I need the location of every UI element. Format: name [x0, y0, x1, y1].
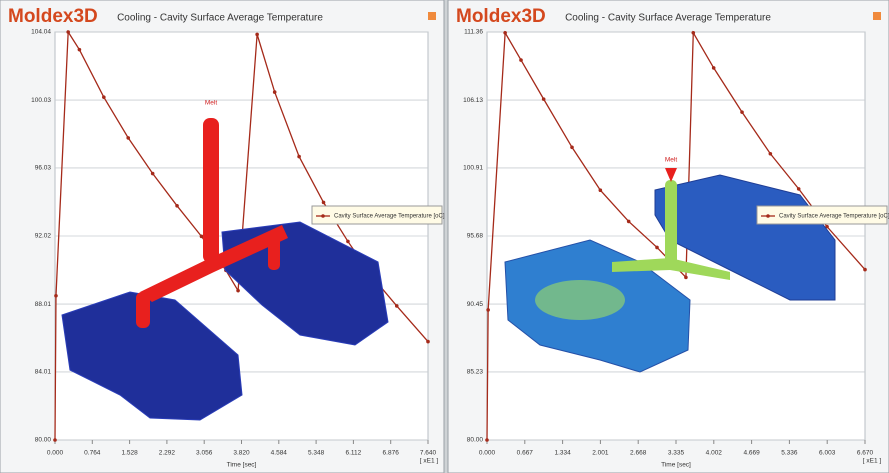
x-tick-label: 3.056 [196, 450, 213, 457]
data-point [322, 201, 326, 205]
x-tick-label: 6.670 [857, 450, 874, 457]
x-tick-label: 5.336 [781, 450, 798, 457]
data-point [54, 294, 58, 298]
sprue [203, 118, 219, 263]
legend-marker [766, 214, 770, 218]
y-tick-label: 84.01 [35, 369, 52, 376]
data-point [769, 152, 773, 156]
data-point [126, 136, 130, 140]
annotation: Melt [665, 157, 677, 164]
sprue [665, 180, 677, 265]
data-point [503, 31, 507, 35]
x-tick-label: 1.528 [121, 450, 138, 457]
y-tick-label: 111.36 [464, 29, 483, 36]
chart-title: Cooling - Cavity Surface Average Tempera… [565, 13, 771, 24]
y-tick-label: 92.02 [35, 233, 52, 240]
data-point [66, 30, 70, 34]
y-tick-label: 96.03 [35, 165, 52, 172]
data-point [273, 90, 277, 94]
data-point [691, 31, 695, 35]
data-point [599, 188, 603, 192]
x-axis-label: Time [sec] [227, 462, 257, 469]
x-tick-label: 3.335 [668, 450, 685, 457]
x-tick-label: 0.000 [479, 450, 496, 457]
x-tick-label: 5.348 [308, 450, 325, 457]
y-tick-label: 90.45 [467, 301, 484, 308]
close-button[interactable] [873, 12, 881, 20]
runner [136, 292, 150, 328]
data-point [655, 246, 659, 250]
data-point [740, 110, 744, 114]
x-tick-label: 7.640 [420, 450, 437, 457]
y-tick-label: 80.00 [35, 437, 52, 444]
x-tick-label: 4.002 [706, 450, 723, 457]
x-tick-label: 0.000 [47, 450, 64, 457]
legend-marker [321, 214, 325, 218]
x-tick-label: 6.112 [346, 450, 362, 457]
data-point [200, 235, 204, 239]
legend-label: Cavity Surface Average Temperature [oC] [779, 214, 889, 220]
x-axis-label: Time [sec] [661, 462, 691, 469]
data-point [175, 204, 179, 208]
data-point [151, 172, 155, 176]
data-point [797, 187, 801, 191]
x-tick-label: 3.820 [233, 450, 250, 457]
x-tick-label: 2.668 [630, 450, 647, 457]
data-point [53, 438, 57, 442]
y-tick-label: 104.04 [31, 29, 51, 36]
data-point [236, 289, 240, 293]
x-tick-label: 2.292 [159, 450, 176, 457]
data-point [395, 304, 399, 308]
data-point [102, 95, 106, 99]
data-point [570, 145, 574, 149]
data-point [542, 97, 546, 101]
data-point [426, 340, 430, 344]
page: Moldex3D Cooling - Cavity Surface Average… [0, 0, 889, 473]
x-tick-label: 6.003 [819, 450, 836, 457]
data-point [519, 58, 523, 62]
y-tick-label: 95.68 [467, 233, 484, 240]
screenshot: Moldex3D Cooling - Cavity Surface Average… [0, 0, 889, 473]
close-button[interactable] [428, 12, 436, 20]
data-point [297, 155, 301, 159]
data-point [627, 220, 631, 224]
annotation: Melt [205, 100, 217, 107]
data-point [486, 308, 490, 312]
y-tick-label: 106.13 [463, 97, 483, 104]
runner [268, 230, 280, 270]
y-tick-label: 85.23 [467, 369, 484, 376]
y-tick-label: 100.91 [463, 165, 483, 172]
data-point [684, 276, 688, 280]
data-point [863, 268, 867, 272]
logo: Moldex3D [8, 6, 98, 27]
x-tick-label: 2.001 [592, 450, 609, 457]
y-tick-label: 100.03 [31, 97, 51, 104]
x-tick-label: 0.667 [517, 450, 534, 457]
data-point [485, 438, 489, 442]
part-hot [535, 280, 625, 320]
y-tick-label: 80.00 [467, 437, 484, 444]
x-tick-label: 4.584 [271, 450, 288, 457]
x-tick-label: 0.764 [84, 450, 101, 457]
data-point [78, 48, 82, 52]
legend-label: Cavity Surface Average Temperature [oC] [334, 214, 445, 220]
data-point [712, 66, 716, 70]
x-axis-unit: [ xE1 ] [863, 458, 882, 465]
x-tick-label: 1.334 [554, 450, 571, 457]
x-tick-label: 4.669 [743, 450, 760, 457]
data-point [255, 33, 259, 37]
y-tick-label: 88.01 [35, 301, 52, 308]
logo: Moldex3D [456, 6, 546, 27]
x-axis-unit: [ xE1 ] [420, 458, 439, 465]
chart-title: Cooling - Cavity Surface Average Tempera… [117, 13, 323, 24]
x-tick-label: 6.876 [383, 450, 400, 457]
data-point [346, 240, 350, 244]
